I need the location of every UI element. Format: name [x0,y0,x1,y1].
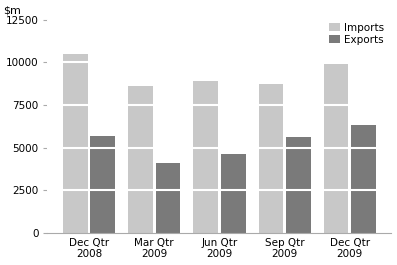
Bar [258,85,283,233]
Bar [221,154,245,233]
Bar [63,54,88,233]
Bar [351,125,376,233]
Text: $m: $m [3,5,21,15]
Bar [91,136,115,233]
Bar [286,138,311,233]
Bar [193,81,218,233]
Bar [156,163,180,233]
Bar [128,86,153,233]
Bar [324,64,349,233]
Legend: Imports, Exports: Imports, Exports [328,21,386,47]
